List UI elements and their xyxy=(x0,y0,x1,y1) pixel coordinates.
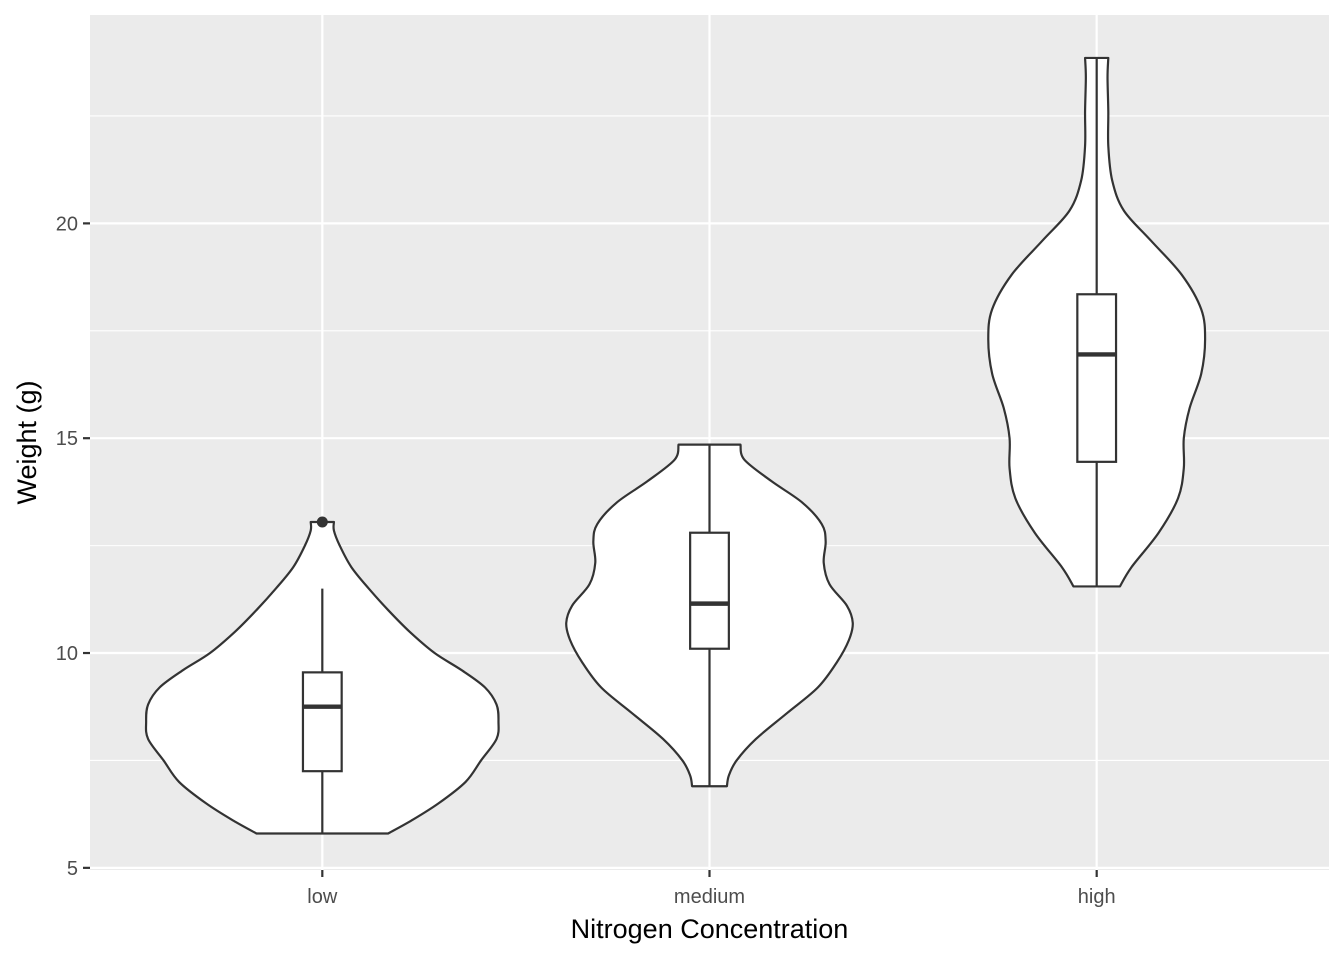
y-axis-title: Weight (g) xyxy=(12,380,42,504)
x-tick-label-low: low xyxy=(307,886,338,908)
y-tick-label: 20 xyxy=(56,213,78,235)
x-tick-label-high: high xyxy=(1078,886,1116,908)
y-tick-label: 10 xyxy=(56,643,78,665)
y-tick-label: 5 xyxy=(67,858,78,880)
box-medium xyxy=(689,531,730,650)
y-tick-label: 15 xyxy=(56,428,78,450)
x-axis-title: Nitrogen Concentration xyxy=(571,914,849,944)
axes: 5 10 15 20 low medium high xyxy=(56,213,1116,908)
x-tick-label-medium: medium xyxy=(674,886,745,908)
outlier-point-low xyxy=(316,516,328,528)
boxplots xyxy=(301,57,1118,834)
box-high xyxy=(1076,293,1118,463)
box-low xyxy=(301,671,343,773)
